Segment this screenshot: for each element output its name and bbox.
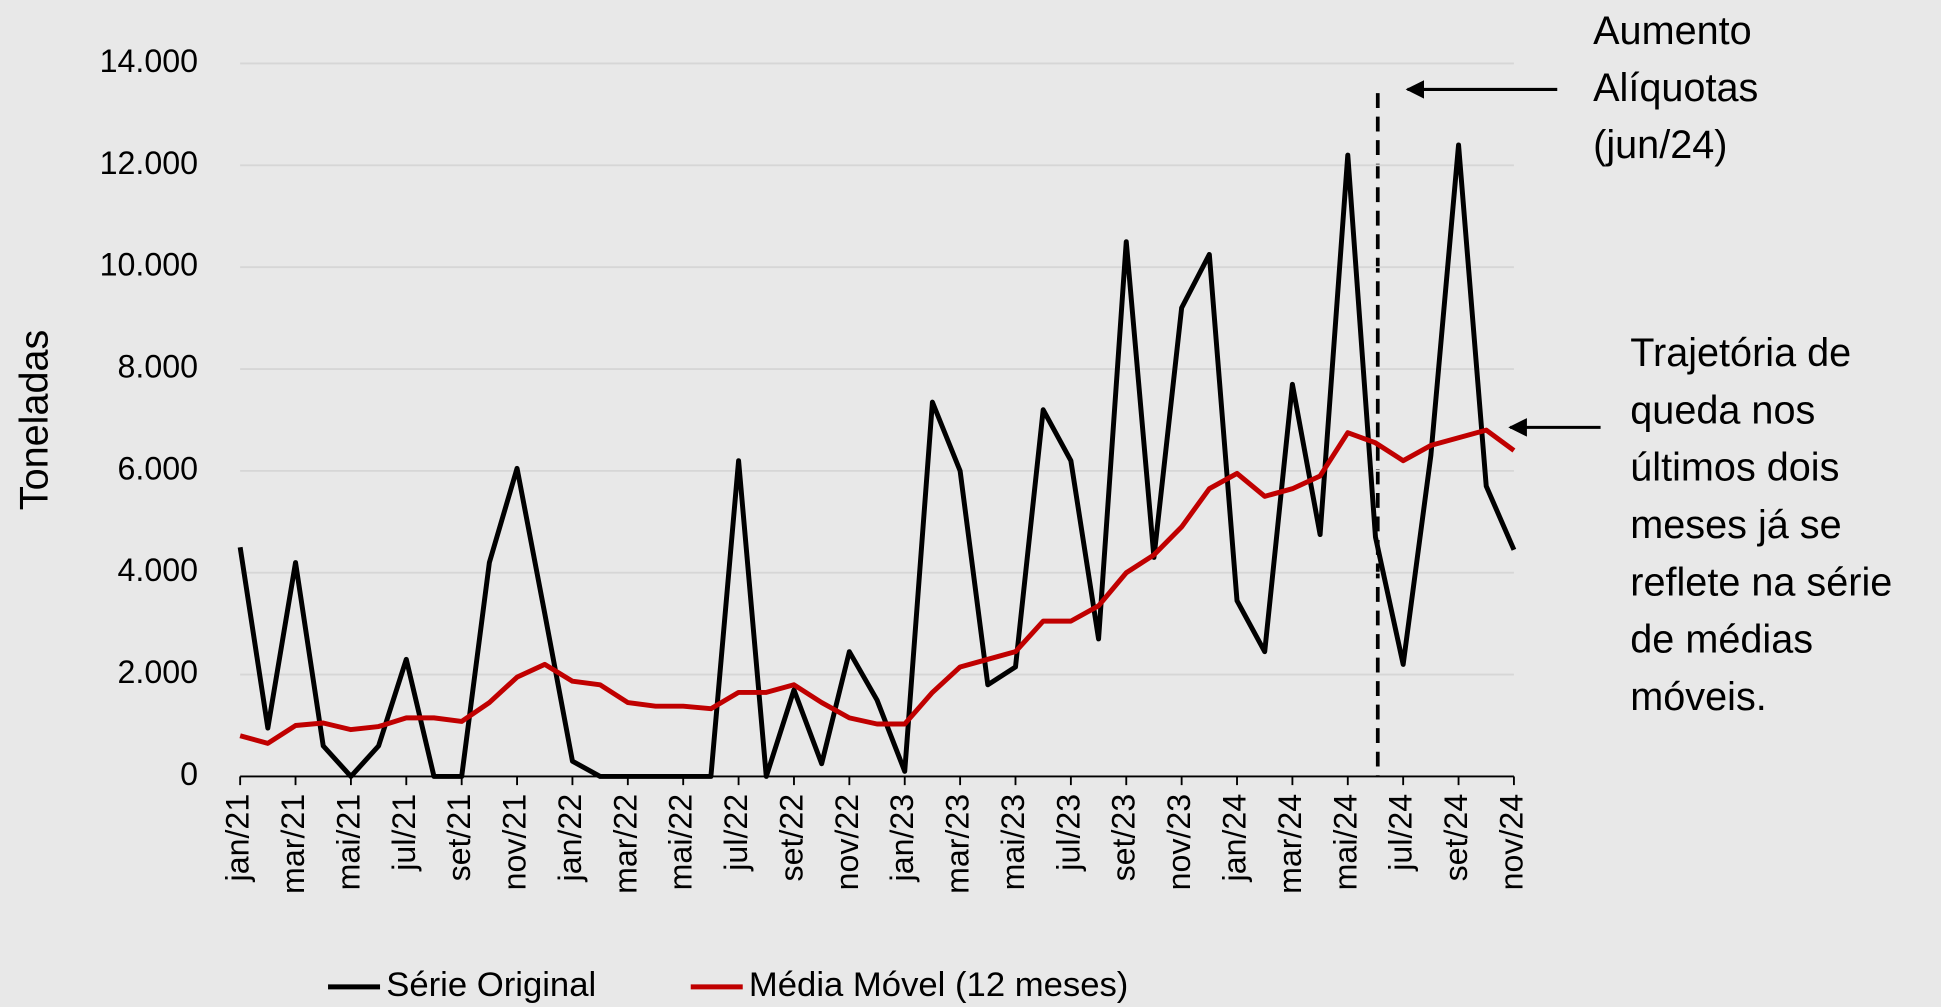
annotation: Alíquotas: [1593, 66, 1758, 110]
annotation: queda nos: [1630, 388, 1815, 432]
x-tick-label: jul/22: [718, 794, 754, 872]
x-tick-label: set/23: [1106, 794, 1142, 882]
annotation: últimos dois: [1630, 446, 1839, 490]
x-tick-label: mar/24: [1272, 794, 1308, 894]
x-tick-label: mar/23: [940, 794, 976, 894]
annotation: Trajetória de: [1630, 331, 1851, 375]
series-line: [237, 142, 1517, 779]
x-tick-label: mar/21: [275, 794, 311, 894]
annotation: reflete na série: [1630, 560, 1892, 604]
x-tick-label: nov/21: [497, 794, 533, 891]
y-tick-label: 10.000: [100, 247, 198, 283]
y-axis-label: Toneladas: [13, 330, 57, 511]
x-tick-label: jan/21: [220, 794, 256, 883]
y-tick-label: 0: [180, 756, 198, 792]
x-tick-label: jan/23: [884, 794, 920, 883]
x-tick-label: jul/23: [1050, 794, 1086, 872]
legend-label: Média Móvel (12 meses): [749, 966, 1128, 1004]
y-tick-label: 4.000: [118, 552, 199, 588]
legend-label: Série Original: [386, 966, 596, 1004]
y-tick-label: 2.000: [118, 654, 199, 690]
x-tick-label: mai/22: [663, 794, 699, 891]
x-tick-label: nov/23: [1161, 794, 1197, 891]
y-tick-label: 6.000: [118, 450, 199, 486]
x-tick-label: set/24: [1438, 794, 1474, 882]
annotation: móveis.: [1630, 675, 1766, 719]
x-tick-label: mai/23: [995, 794, 1031, 891]
x-tick-label: jul/21: [386, 794, 422, 872]
x-tick-label: jul/24: [1383, 794, 1419, 872]
x-tick-label: jan/24: [1217, 794, 1253, 883]
x-tick-label: set/21: [441, 794, 477, 882]
x-tick-label: jan/22: [552, 794, 588, 883]
x-tick-label: mar/22: [607, 794, 643, 894]
y-tick-label: 8.000: [118, 349, 199, 385]
y-tick-label: 12.000: [100, 145, 198, 181]
annotation: meses já se: [1630, 503, 1841, 547]
annotation: (jun/24): [1593, 123, 1727, 167]
x-tick-label: mai/24: [1327, 794, 1363, 891]
y-tick-label: 14.000: [100, 43, 198, 79]
series-line: [239, 427, 1516, 746]
annotation: de médias: [1630, 618, 1813, 662]
x-tick-label: nov/24: [1493, 794, 1529, 891]
annotation: Aumento: [1593, 9, 1752, 53]
x-tick-label: mai/21: [330, 794, 366, 891]
x-tick-label: nov/22: [829, 794, 865, 891]
x-tick-label: set/22: [773, 794, 809, 882]
